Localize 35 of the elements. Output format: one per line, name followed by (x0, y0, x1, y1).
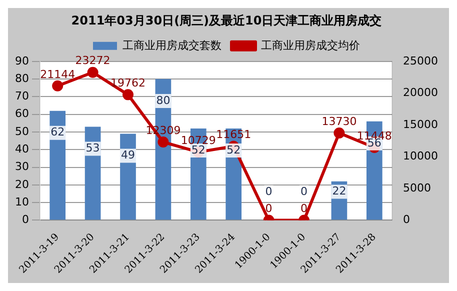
y2-tick-label: 5000 (403, 181, 432, 194)
data-label: 19762 (110, 76, 146, 90)
data-label: 11651 (216, 128, 252, 142)
y-tick-label: 30 (14, 160, 29, 174)
data-label: 0 (300, 202, 308, 216)
data-label: 80 (156, 94, 170, 107)
y-tick-label: 70 (14, 90, 29, 103)
y-tick-label: 80 (14, 72, 29, 85)
y-tick-label: 60 (14, 107, 29, 120)
data-label: 49 (121, 148, 135, 162)
y2-tick-label: 20000 (403, 86, 438, 100)
y-tick-label: 20 (14, 178, 29, 191)
legend-label: 工商业用房成交均价 (261, 38, 360, 52)
data-label: 0 (265, 202, 272, 216)
chart-title: 2011年03月30日(周三)及最近10日天津工商业用房成交 (71, 13, 382, 28)
y2-tick-label: 25000 (403, 54, 438, 68)
y-tick-label: 50 (14, 124, 29, 138)
data-label: 52 (226, 143, 241, 156)
y2-tick-label: 15000 (403, 118, 438, 131)
data-label: 0 (265, 185, 272, 198)
y2-tick-label: 10000 (403, 150, 438, 163)
data-label: 13730 (322, 114, 357, 128)
y-tick-label: 10 (14, 195, 29, 208)
y-tick-label: 0 (22, 213, 29, 226)
legend-label: 工商业用房成交套数 (122, 38, 222, 52)
y2-tick-label: 0 (403, 213, 410, 226)
data-label: 22 (332, 184, 346, 198)
data-label: 52 (191, 143, 206, 156)
data-label: 53 (86, 142, 100, 155)
data-label: 23272 (75, 54, 110, 68)
data-label: 0 (300, 185, 308, 198)
data-label: 62 (50, 126, 65, 139)
data-label: 21144 (40, 68, 76, 81)
y-tick-label: 90 (14, 54, 29, 68)
y-tick-label: 40 (14, 142, 29, 156)
